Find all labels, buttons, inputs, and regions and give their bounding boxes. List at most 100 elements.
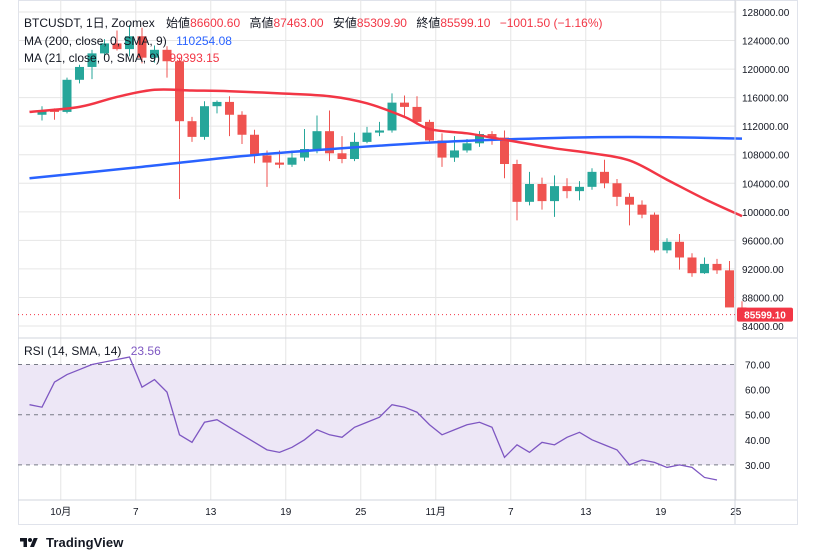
ma200-legend-value: 110254.08 <box>176 34 232 48</box>
candle-body <box>475 134 484 144</box>
low-value: 85309.90 <box>357 16 407 30</box>
time-tick-label: 13 <box>580 507 592 518</box>
candle-body <box>675 241 684 258</box>
price-tick-label: 116000.00 <box>742 94 789 105</box>
low-label: 安値 <box>333 15 357 30</box>
time-tick-label: 7 <box>508 507 514 518</box>
price-tick-label: 84000.00 <box>742 322 784 333</box>
high-label: 高値 <box>249 15 273 30</box>
candle-body <box>312 131 322 150</box>
candle-body <box>500 137 509 165</box>
tradingview-logo-icon <box>20 537 38 547</box>
candle-body <box>300 149 309 158</box>
candle-body <box>262 155 272 163</box>
candle-body <box>112 43 122 50</box>
candle-body <box>162 49 172 62</box>
tradingview-brand: TradingView <box>46 535 124 550</box>
candle-body <box>700 263 709 274</box>
candle-body <box>725 270 734 308</box>
candle-body <box>250 134 259 156</box>
candle-body <box>687 257 697 274</box>
rsi-legend[interactable]: RSI (14, SMA, 14) 23.56 <box>24 344 161 358</box>
candle-body <box>625 196 634 205</box>
candle-body <box>50 110 59 112</box>
candle-body <box>125 36 134 50</box>
candle-body <box>575 186 584 192</box>
symbol-title-text: BTCUSDT, 1日, Zoomex <box>24 16 155 30</box>
tradingview-footer[interactable]: TradingView <box>18 535 123 550</box>
candle-body <box>200 106 209 137</box>
candle-body <box>412 106 422 122</box>
rsi-tick-label: 30.00 <box>745 461 770 472</box>
last-price-label: 85599.10 <box>744 311 786 322</box>
ma200-legend-label: MA (200, close, 0, SMA, 9) <box>24 34 167 48</box>
price-tick-label: 104000.00 <box>742 179 790 190</box>
candle-body <box>325 131 334 154</box>
open-value: 86600.60 <box>190 16 240 30</box>
candle-body <box>62 79 72 112</box>
price-tick-label: 112000.00 <box>742 122 789 133</box>
close-value: 85599.10 <box>440 16 490 30</box>
high-value: 87463.00 <box>273 16 323 30</box>
candle-body <box>337 153 347 160</box>
ma200-legend[interactable]: MA (200, close, 0, SMA, 9) 110254.08 <box>24 34 232 48</box>
candle-body <box>362 132 372 142</box>
axes-layer: 84000.00 88000.00 92000.00 96000.00 100000.0… <box>18 0 797 524</box>
candle-body <box>425 121 434 141</box>
candle-body <box>100 43 109 54</box>
symbol-title: BTCUSDT, 1日, Zoomex 始値86600.60 高値87463.0… <box>24 15 602 30</box>
rsi-pane <box>18 364 735 466</box>
candle-body <box>437 140 447 158</box>
candle-body <box>350 141 359 160</box>
rsi-band <box>18 364 735 465</box>
candle-body <box>587 171 597 187</box>
rsi-legend-label: RSI (14, SMA, 14) <box>24 344 121 358</box>
candle-body <box>637 204 647 215</box>
rsi-tick-label: 40.00 <box>745 436 770 447</box>
ma21-line <box>29 88 743 218</box>
candle-body <box>450 150 459 158</box>
chart-frame <box>18 0 798 525</box>
rsi-tick-label: 50.00 <box>745 411 770 422</box>
price-tick-label: 92000.00 <box>742 265 784 276</box>
candle-body <box>287 157 297 165</box>
candle-body <box>225 101 234 115</box>
close-label: 終値 <box>416 15 440 30</box>
rsi-line-layer <box>29 356 718 481</box>
ma21-legend[interactable]: MA (21, close, 0, SMA, 9) 99393.15 <box>24 51 220 65</box>
candle-body <box>212 101 222 107</box>
price-tick-label: 96000.00 <box>742 236 784 247</box>
time-tick-label: 25 <box>355 507 367 518</box>
candle-body <box>650 214 659 251</box>
candle-body <box>400 102 409 107</box>
time-tick-label: 7 <box>133 507 139 518</box>
candle-body <box>512 164 522 202</box>
time-tick-label: 13 <box>205 507 217 518</box>
price-tick-label: 124000.00 <box>742 37 790 48</box>
price-grid <box>18 0 737 500</box>
price-tick-label: 100000.00 <box>742 208 790 219</box>
candle-body <box>75 66 84 80</box>
price-tick-label: 88000.00 <box>742 293 784 304</box>
candle-body <box>87 53 97 67</box>
rsi-tick-label: 70.00 <box>745 361 770 372</box>
price-tick-label: 108000.00 <box>742 151 790 162</box>
candle-body <box>562 186 572 192</box>
candle-body <box>275 162 284 165</box>
candle-body <box>375 130 384 133</box>
price-tick-label: 128000.00 <box>742 8 790 19</box>
rsi-tick-label: 60.00 <box>745 386 770 397</box>
candle-body <box>537 183 547 202</box>
candle-body <box>712 263 722 271</box>
candle-body <box>187 121 197 137</box>
time-tick-label: 25 <box>730 507 742 518</box>
time-tick-label: 19 <box>280 507 292 518</box>
candle-body <box>600 171 609 184</box>
candle-body <box>137 36 147 58</box>
time-tick-label: 11月 <box>426 506 446 518</box>
candle-body <box>462 143 472 151</box>
candle-body <box>387 102 397 131</box>
rsi-legend-value: 23.56 <box>131 344 161 358</box>
